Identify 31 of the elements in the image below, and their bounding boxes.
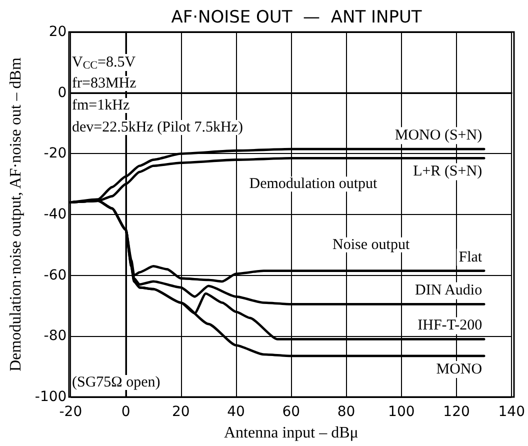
series-label: IHF-T-200 bbox=[418, 318, 482, 334]
y-tick-label: -80 bbox=[44, 328, 67, 344]
x-axis-title: Antenna input – dBμ bbox=[224, 424, 358, 442]
x-tick-label: 40 bbox=[227, 404, 245, 420]
series-label: MONO (S+N) bbox=[394, 128, 482, 144]
y-tick-label: -100 bbox=[34, 389, 67, 405]
series-label: DIN Audio bbox=[414, 282, 482, 299]
annotation: fm=1kHz bbox=[72, 98, 130, 114]
annotation: Demodulation output bbox=[249, 176, 378, 192]
x-tick-label: 20 bbox=[172, 404, 190, 420]
series-label: Flat bbox=[458, 249, 483, 266]
annotation: Noise output bbox=[332, 236, 410, 253]
y-tick-label: -40 bbox=[44, 206, 67, 222]
y-tick-label: 0 bbox=[58, 84, 67, 101]
annotation: fr=83MHz bbox=[72, 76, 137, 92]
y-tick-label: -20 bbox=[44, 146, 67, 162]
x-tick-label: 60 bbox=[282, 404, 300, 420]
y-axis-title: Demodulation·noise output, AF·noise out – dBm bbox=[8, 57, 24, 372]
x-tick-label: 0 bbox=[121, 404, 130, 420]
x-tick-label: 100 bbox=[388, 404, 415, 420]
series-label: MONO bbox=[436, 361, 482, 378]
x-tick-label: 80 bbox=[337, 404, 356, 420]
annotation: (SG75Ω open) bbox=[72, 374, 160, 390]
series-label: L+R (S+N) bbox=[413, 164, 482, 180]
x-tick-label: 120 bbox=[443, 404, 470, 420]
x-tick-label: -20 bbox=[59, 404, 82, 420]
y-tick-label: -60 bbox=[44, 267, 67, 284]
chart-title: AF·NOISE OUT — ANT INPUT bbox=[171, 8, 422, 28]
y-tick-label: 20 bbox=[48, 24, 67, 40]
annotation: dev=22.5kHz (Pilot 7.5kHz) bbox=[72, 120, 243, 136]
x-tick-label: 140 bbox=[498, 404, 526, 420]
